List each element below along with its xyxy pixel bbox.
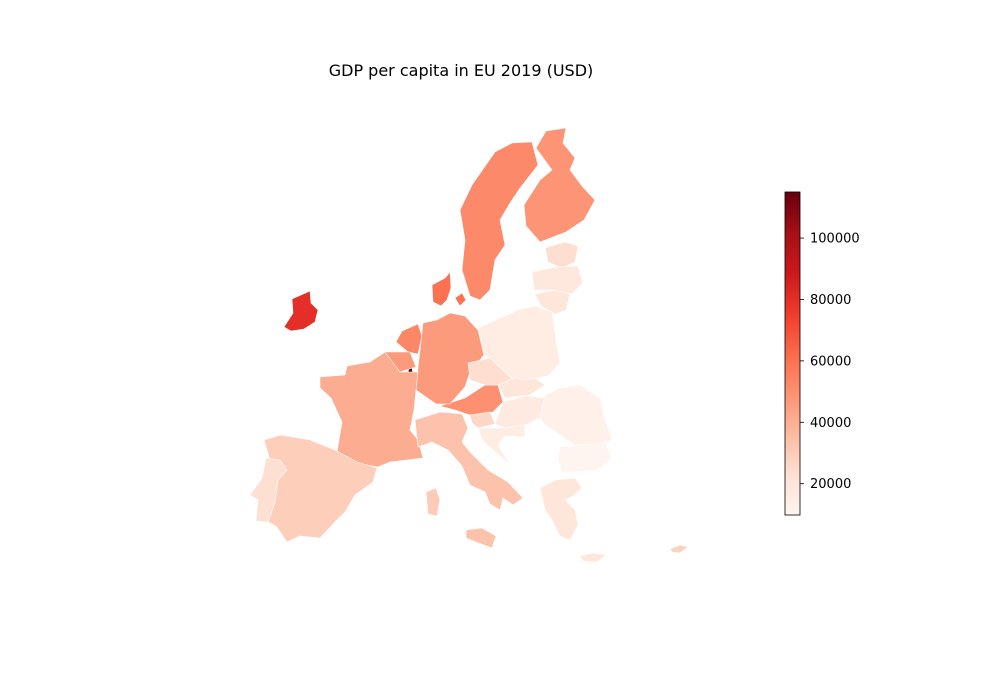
country-malta [425, 487, 441, 517]
country-slovenia [469, 411, 496, 429]
country-ireland [283, 290, 319, 332]
country-bulgaria [557, 441, 613, 473]
colorbar: 20000 40000 60000 80000 100000 [784, 191, 860, 516]
chart-title: GDP per capita in EU 2019 (USD) [329, 61, 594, 80]
country-poland [477, 305, 561, 381]
country-croatia [477, 424, 526, 466]
colorbar-ticks: 20000 40000 60000 80000 100000 [800, 232, 860, 492]
country-france [319, 351, 424, 468]
colorbar-gradient [784, 191, 801, 516]
colorbar-tick-label: 80000 [810, 293, 851, 308]
country-denmark [431, 271, 467, 307]
country-germany [415, 312, 485, 405]
colorbar-tick-label: 20000 [810, 477, 851, 492]
colorbar-tick-label: 40000 [810, 416, 851, 431]
country-netherlands [395, 323, 423, 355]
country-cyprus [669, 544, 689, 554]
country-portugal [249, 457, 288, 523]
country-finland [523, 127, 596, 243]
country-estonia [544, 241, 579, 269]
country-romania [539, 384, 613, 446]
colorbar-tick-label: 60000 [810, 354, 851, 369]
colorbar-tick-label: 100000 [810, 232, 860, 247]
eu-map [249, 127, 689, 563]
country-italy [414, 411, 524, 549]
country-greece [539, 477, 607, 563]
country-latvia [531, 265, 584, 295]
country-hungary [494, 395, 546, 429]
country-sweden [459, 141, 539, 301]
